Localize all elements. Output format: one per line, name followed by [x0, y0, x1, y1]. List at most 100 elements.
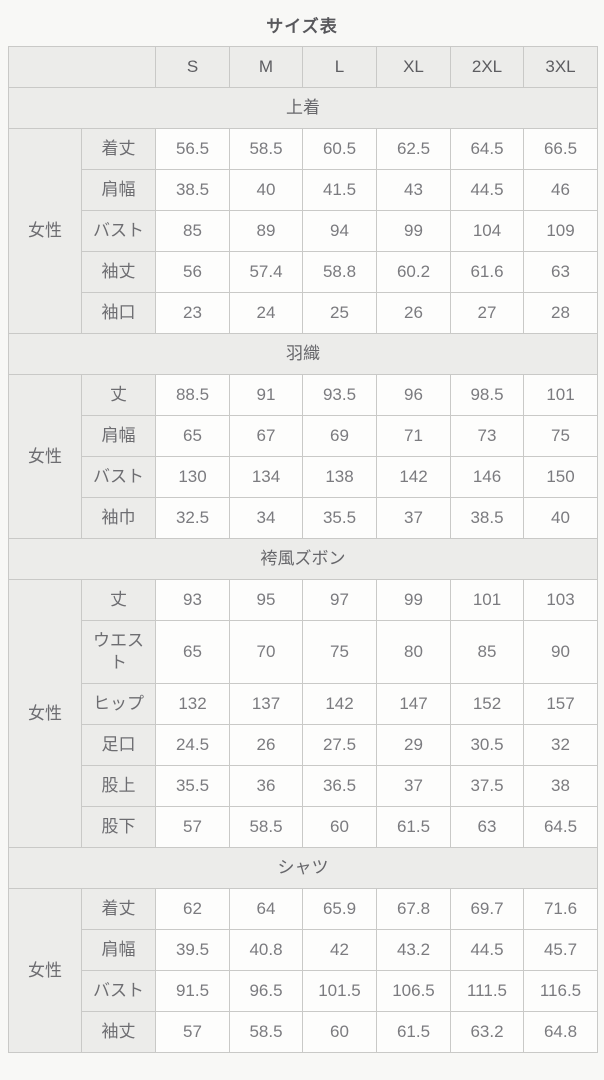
- measurement-row: バスト 91.5 96.5 101.5 106.5 111.5 116.5: [9, 970, 598, 1012]
- measurement-value: 32: [523, 724, 598, 766]
- measurement-row: 肩幅 38.5 40 41.5 43 44.5 46: [9, 169, 598, 211]
- measurement-value: 27: [450, 292, 524, 334]
- measurement-value: 43: [376, 169, 451, 211]
- measurement-value: 57: [155, 1011, 230, 1053]
- measurement-value: 85: [450, 620, 524, 684]
- measurement-row: 肩幅 65 67 69 71 73 75: [9, 415, 598, 457]
- measurement-row: バスト 130 134 138 142 146 150: [9, 456, 598, 498]
- measurement-value: 67: [229, 415, 303, 457]
- measurement-value: 67.8: [376, 888, 451, 930]
- measurement-value: 101: [450, 579, 524, 621]
- measurement-value: 97: [302, 579, 377, 621]
- page-title: サイズ表: [266, 17, 338, 36]
- measurement-value: 44.5: [450, 169, 524, 211]
- measurement-value: 28: [523, 292, 598, 334]
- section: 袴風ズボン 女性丈 93 95 97 99 101 103 ウエスト 65 70 75 80 85 90 ヒッ…: [8, 538, 598, 848]
- measurement-value: 60.5: [302, 128, 377, 170]
- size-col-header: L: [302, 46, 377, 88]
- section: 羽織 女性丈 88.5 91 93.5 96 98.5 101 肩幅 65 67 69 71 73 75 バス…: [8, 333, 598, 539]
- measurement-value: 30.5: [450, 724, 524, 766]
- measurement-value: 138: [302, 456, 377, 498]
- measurement-value: 69: [302, 415, 377, 457]
- measurement-value: 99: [376, 210, 451, 252]
- measurement-value: 106.5: [376, 970, 451, 1012]
- measurement-label: 肩幅: [81, 169, 156, 211]
- measurement-value: 58.5: [229, 1011, 303, 1053]
- measurement-label: バスト: [81, 210, 156, 252]
- measurement-value: 62: [155, 888, 230, 930]
- measurement-value: 70: [229, 620, 303, 684]
- measurement-value: 60: [302, 1011, 377, 1053]
- gender-cell: 女性: [8, 374, 82, 539]
- gender-cell: 女性: [8, 128, 82, 334]
- measurement-value: 43.2: [376, 929, 451, 971]
- measurement-value: 23: [155, 292, 230, 334]
- measurement-value: 61.5: [376, 806, 451, 848]
- measurement-value: 40: [229, 169, 303, 211]
- measurement-value: 29: [376, 724, 451, 766]
- measurement-value: 116.5: [523, 970, 598, 1012]
- section-title-row: シャツ: [8, 847, 598, 889]
- measurement-label: 股上: [81, 765, 156, 807]
- measurement-label: 袖丈: [81, 1011, 156, 1053]
- measurement-value: 37.5: [450, 765, 524, 807]
- size-table-head: S M L XL 2XL 3XL: [8, 46, 598, 88]
- measurement-value: 56: [155, 251, 230, 293]
- measurement-label: ヒップ: [81, 683, 156, 725]
- measurement-row: 足口 24.5 26 27.5 29 30.5 32: [9, 724, 598, 766]
- measurement-label: バスト: [81, 456, 156, 498]
- measurement-value: 24: [229, 292, 303, 334]
- measurement-row: 肩幅 39.5 40.8 42 43.2 44.5 45.7: [9, 929, 598, 971]
- measurement-value: 35.5: [155, 765, 230, 807]
- measurement-label: 着丈: [81, 128, 156, 170]
- measurement-value: 75: [302, 620, 377, 684]
- measurement-value: 38.5: [155, 169, 230, 211]
- measurement-value: 35.5: [302, 497, 377, 539]
- measurement-value: 130: [155, 456, 230, 498]
- measurement-value: 132: [155, 683, 230, 725]
- measurement-value: 57: [155, 806, 230, 848]
- measurement-row: 女性 着丈 56.5 58.5 60.5 62.5 64.5 66.5: [8, 128, 598, 334]
- measurement-value: 91: [229, 374, 303, 416]
- measurement-value: 157: [523, 683, 598, 725]
- measurement-value: 38: [523, 765, 598, 807]
- size-header-row: S M L XL 2XL 3XL: [8, 46, 598, 88]
- measurement-value: 137: [229, 683, 303, 725]
- measurement-row: ウエスト 65 70 75 80 85 90: [9, 620, 598, 684]
- measurement-value: 71: [376, 415, 451, 457]
- measurement-value: 93: [155, 579, 230, 621]
- measurement-value: 27.5: [302, 724, 377, 766]
- measurement-value: 69.7: [450, 888, 524, 930]
- measurement-value: 93.5: [302, 374, 377, 416]
- measurement-row: 股下 57 58.5 60 61.5 63 64.5: [9, 806, 598, 848]
- measurement-value: 63: [523, 251, 598, 293]
- measurement-value: 37: [376, 765, 451, 807]
- measurement-value: 95: [229, 579, 303, 621]
- section-title: 袴風ズボン: [8, 538, 598, 580]
- measurement-value: 111.5: [450, 970, 524, 1012]
- size-col-header: 3XL: [523, 46, 598, 88]
- measurement-value: 65.9: [302, 888, 377, 930]
- measurement-row: 袖口 23 24 25 26 27 28: [9, 292, 598, 334]
- section-title-row: 羽織: [8, 333, 598, 375]
- measurement-row: 女性丈 93 95 97 99 101 103: [8, 579, 598, 848]
- measurement-value: 40: [523, 497, 598, 539]
- section-title: シャツ: [8, 847, 598, 889]
- measurement-value: 40.8: [229, 929, 303, 971]
- measurement-value: 65: [155, 620, 230, 684]
- measurement-value: 46: [523, 169, 598, 211]
- measurement-value: 58.8: [302, 251, 377, 293]
- measurement-value: 146: [450, 456, 524, 498]
- measurement-row: 袖丈 56 57.4 58.8 60.2 61.6 63: [9, 251, 598, 293]
- measurement-label: 丈: [81, 374, 156, 416]
- measurement-label: 袖口: [81, 292, 156, 334]
- section: シャツ 女性 着丈 62 64 65.9 67.8 69.7 71.6 肩幅 39.5 40.8 42 4…: [8, 847, 598, 1053]
- measurement-value: 64.8: [523, 1011, 598, 1053]
- measurement-value: 61.5: [376, 1011, 451, 1053]
- measurement-value: 109: [523, 210, 598, 252]
- measurement-value: 142: [376, 456, 451, 498]
- measurement-value: 142: [302, 683, 377, 725]
- measurement-value: 61.6: [450, 251, 524, 293]
- measurement-value: 66.5: [523, 128, 598, 170]
- measurement-value: 103: [523, 579, 598, 621]
